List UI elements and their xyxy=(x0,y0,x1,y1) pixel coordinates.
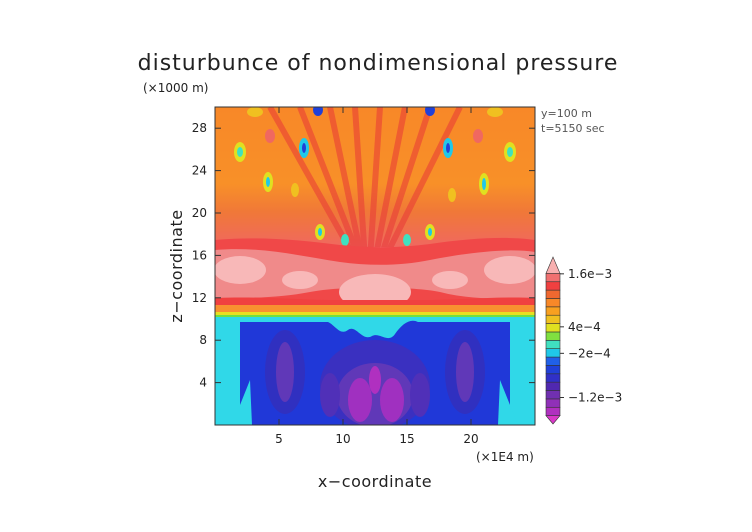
y-axis-ticks: 4 8 12 16 20 24 28 xyxy=(192,121,535,390)
colorbar-swatch xyxy=(545,340,561,349)
colorbar-swatch xyxy=(545,381,561,391)
colorbar-label: 1.6e−3 xyxy=(568,267,612,281)
y-tick-label: 12 xyxy=(192,291,207,305)
y-tick-label: 16 xyxy=(192,248,207,262)
colorbar-swatch xyxy=(545,398,561,408)
y-tick-label: 4 xyxy=(199,376,207,390)
x-tick-label: 10 xyxy=(335,432,350,446)
pink-highlights xyxy=(215,256,535,310)
colorbar-label: −1.2e−3 xyxy=(568,391,622,405)
x-axis-label: x−coordinate xyxy=(318,472,432,491)
plot-frame xyxy=(214,106,536,426)
colorbar-swatch xyxy=(545,331,561,341)
colorbar-swatch xyxy=(545,273,561,283)
lower-cells xyxy=(265,330,485,425)
x-tick-label: 15 xyxy=(399,432,414,446)
info-line-1: y=100 m xyxy=(541,107,592,120)
y-tick-label: 8 xyxy=(199,333,207,347)
colorbar-label: −2e−4 xyxy=(568,346,611,360)
colorbar-swatch xyxy=(545,356,561,366)
info-line-2: t=5150 sec xyxy=(541,122,605,135)
colorbar-swatch xyxy=(545,406,561,416)
bottom-cyan-edge-right xyxy=(498,380,518,425)
colorbar-label: 4e−4 xyxy=(568,320,601,334)
y-tick-label: 28 xyxy=(192,121,207,135)
colorbar-swatch xyxy=(545,348,561,358)
bottom-cyan-edge xyxy=(232,380,252,425)
chart-title: disturbunce of nondimensional pressure xyxy=(138,51,619,76)
y-axis-label: z−coordinate xyxy=(167,209,186,322)
colorbar-swatch xyxy=(545,314,561,324)
colorbar-swatch xyxy=(545,390,561,400)
colorbar-swatch xyxy=(545,306,561,316)
y-tick-label: 24 xyxy=(192,164,207,178)
colorbar-swatch xyxy=(545,289,561,299)
contour-field xyxy=(215,107,535,425)
colorbar-swatch xyxy=(545,256,561,274)
colorbar-swatch xyxy=(545,373,561,383)
colorbar-swatch xyxy=(545,365,561,375)
colorbar-swatch xyxy=(545,415,561,425)
x-tick-label: 20 xyxy=(463,432,478,446)
colorbar: 1.6e−3 4e−4 −2e−4 −1.2e−3 xyxy=(545,256,622,425)
z-unit-label: (×1000 m) xyxy=(143,81,208,95)
x-unit-label: (×1E4 m) xyxy=(476,450,534,464)
y-tick-label: 20 xyxy=(192,206,207,220)
x-tick-label: 5 xyxy=(275,432,283,446)
colorbar-swatch xyxy=(545,298,561,308)
x-axis-ticks: 5 10 15 20 xyxy=(275,107,479,446)
colorbar-swatch xyxy=(545,323,561,333)
colorbar-swatch xyxy=(545,281,561,291)
upper-cells xyxy=(234,107,516,246)
wave-bands xyxy=(267,107,463,262)
